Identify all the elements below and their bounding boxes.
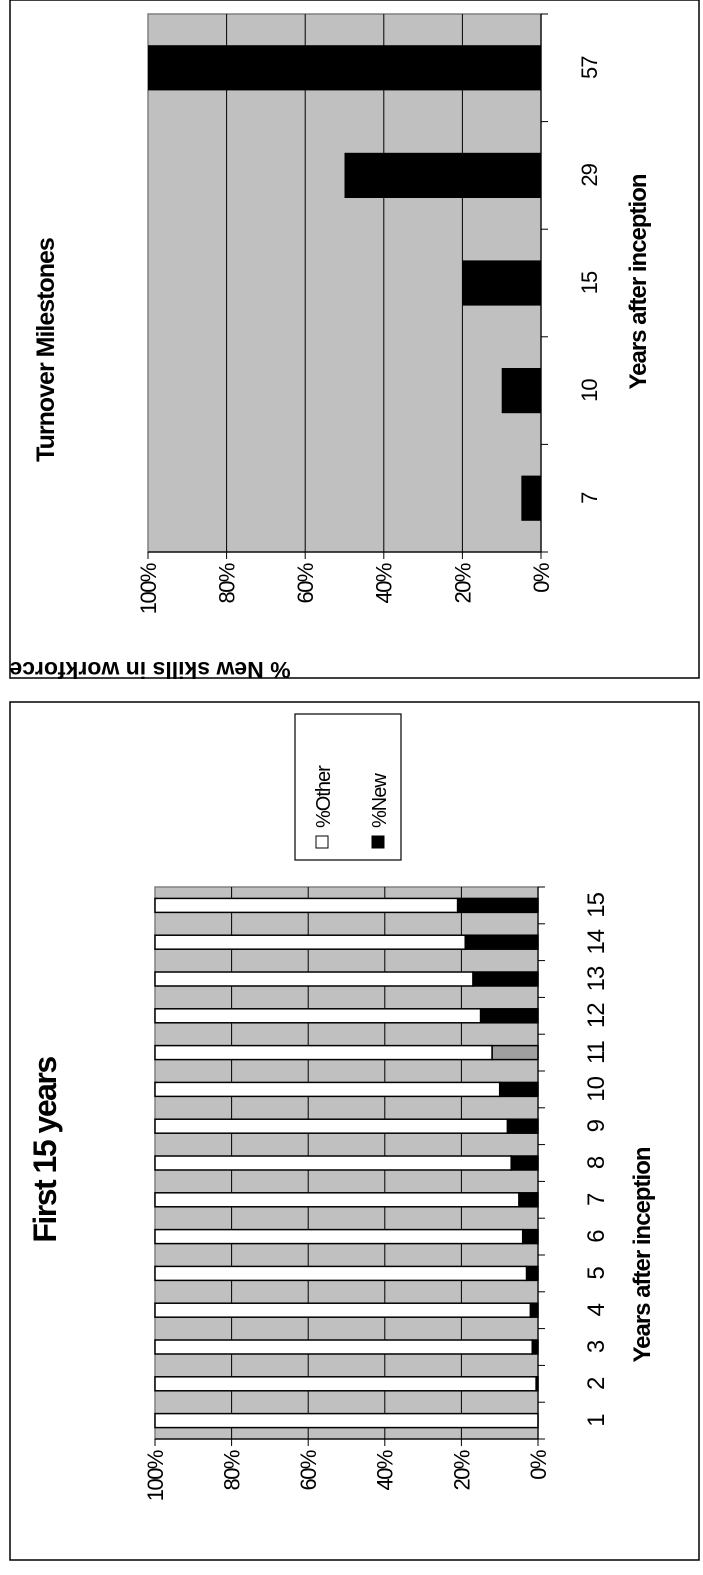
value-tick-label: 20% [449, 1450, 474, 1490]
category-label: 6 [583, 1230, 610, 1243]
bar-new-6 [521, 1228, 539, 1245]
turnover-milestones-chart: 0% 20% 40% 60% 80% 100% 7 10 15 29 57 Turnover Mil… [9, 13, 652, 683]
category-label: 5 [583, 1267, 610, 1280]
value-tick-label: 40% [372, 563, 397, 603]
bar-value-15 [462, 260, 541, 306]
value-tick-label: 60% [296, 1450, 321, 1490]
bar-other-15 [154, 897, 459, 914]
chart1-bars [154, 897, 539, 1429]
value-tick-label: 20% [450, 563, 475, 603]
category-label: 29 [577, 163, 602, 186]
chart0-title: Turnover Milestones [32, 238, 60, 462]
bar-new-4 [529, 1302, 539, 1318]
bar-new-12 [479, 1008, 539, 1024]
value-tick-label: 40% [373, 1450, 398, 1490]
category-label: 7 [583, 1193, 610, 1206]
category-label: 15 [583, 892, 610, 917]
chart0-labels: 0% 20% 40% 60% 80% 100% 7 10 15 29 57 [136, 56, 602, 614]
bar-other-9 [154, 1118, 509, 1134]
bar-other-1 [154, 1412, 539, 1429]
bar-new-5 [525, 1265, 539, 1282]
value-tick-label: 80% [220, 1450, 245, 1490]
value-tick-label: 100% [143, 1450, 168, 1501]
category-label: 4 [583, 1303, 610, 1316]
bar-new-11 [491, 1044, 539, 1061]
bar-new-10 [498, 1081, 539, 1098]
bar-other-4 [154, 1302, 532, 1318]
category-label: 12 [583, 1003, 610, 1028]
bar-other-2 [154, 1376, 537, 1392]
chart1-legend: %Other %New [294, 713, 402, 861]
legend-label-other: %Other [313, 765, 335, 828]
category-label: 2 [583, 1377, 610, 1390]
chart0-axes [147, 13, 548, 559]
value-tick-label: 80% [215, 563, 240, 603]
category-label: 13 [583, 966, 610, 991]
chart1-axes [154, 886, 545, 1446]
chart0-ylabel: % New skills in workforce [9, 657, 290, 683]
bar-other-8 [154, 1155, 512, 1171]
category-label: 9 [583, 1119, 610, 1132]
bar-other-10 [154, 1081, 501, 1098]
bar-new-13 [472, 971, 539, 987]
bar-value-7 [521, 475, 541, 521]
bar-other-6 [154, 1228, 524, 1245]
legend-swatch-other [315, 835, 329, 849]
bar-new-3 [531, 1339, 539, 1355]
value-tick-label: 0% [529, 563, 554, 593]
category-label: 10 [583, 1076, 610, 1101]
bar-other-14 [154, 934, 466, 950]
chart0-bars [148, 45, 541, 521]
bar-other-7 [154, 1192, 520, 1208]
value-tick-label: 0% [526, 1450, 551, 1480]
value-tick-label: 60% [293, 563, 318, 603]
category-label: 57 [577, 56, 602, 79]
category-label: 3 [583, 1340, 610, 1353]
bar-other-11 [154, 1044, 493, 1061]
bar-other-5 [154, 1265, 528, 1282]
value-tick-label: 100% [136, 563, 161, 614]
category-label: 11 [583, 1040, 610, 1064]
chart1-xlabel: Years after inception [629, 1147, 656, 1362]
category-label: 1 [583, 1414, 610, 1427]
chart1-title: First 15 years [27, 1057, 63, 1243]
bar-other-12 [154, 1008, 482, 1024]
bar-new-8 [510, 1155, 539, 1171]
legend-label-new: %New [369, 773, 391, 828]
category-label: 15 [577, 271, 602, 294]
first-15-years-chart: 0%20%40%60%80%100%123456789101112131415 … [27, 713, 656, 1501]
bar-new-7 [518, 1192, 539, 1208]
bar-value-10 [501, 368, 541, 414]
category-label: 14 [583, 929, 610, 954]
bar-value-29 [344, 152, 541, 198]
bar-new-9 [506, 1118, 539, 1134]
bar-new-15 [456, 897, 539, 914]
category-label: 10 [577, 379, 602, 402]
legend-swatch-new [371, 835, 385, 849]
bar-new-14 [464, 934, 539, 950]
bar-other-3 [154, 1339, 534, 1355]
category-label: 8 [583, 1156, 610, 1169]
bar-value-57 [148, 45, 541, 91]
bar-other-13 [154, 971, 474, 987]
chart0-xlabel: Years after inception [625, 174, 652, 389]
category-label: 7 [577, 492, 602, 504]
